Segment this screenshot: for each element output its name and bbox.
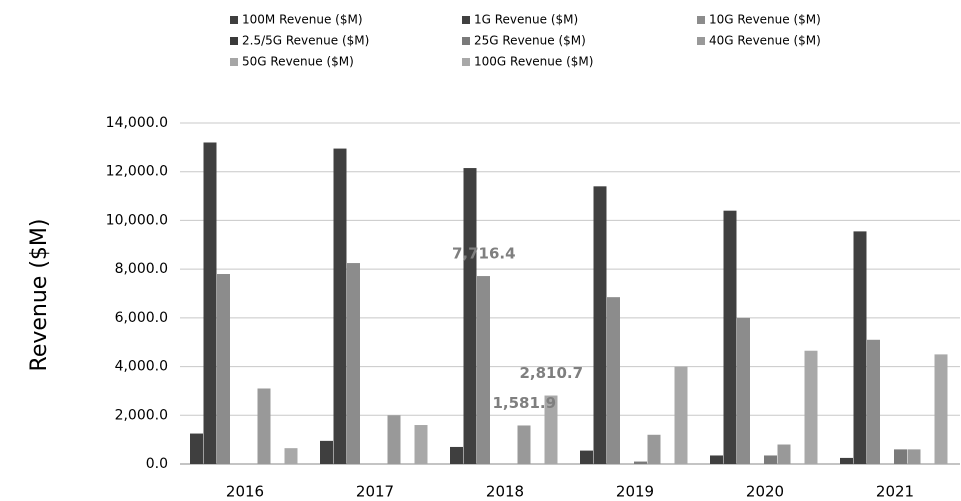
bar: [737, 317, 750, 464]
legend-label: 100G Revenue ($M): [474, 55, 593, 69]
bar: [190, 433, 203, 464]
bar: [647, 434, 661, 464]
legend-swatch: [462, 16, 470, 24]
bar: [284, 448, 298, 464]
y-tick-label: 2,000.0: [115, 407, 168, 423]
bar: [257, 388, 271, 464]
y-tick-label: 12,000.0: [106, 164, 168, 180]
x-tick-label: 2017: [356, 483, 394, 501]
bar: [723, 210, 737, 464]
bar: [764, 455, 777, 464]
bar: [463, 168, 477, 464]
y-tick-label: 0.0: [146, 456, 168, 472]
legend-swatch: [462, 58, 470, 66]
bar: [414, 425, 428, 464]
legend-swatch: [697, 16, 705, 24]
x-tick-label: 2020: [746, 483, 784, 501]
bar: [840, 457, 853, 464]
bar: [894, 449, 907, 464]
legend-label: 40G Revenue ($M): [709, 34, 821, 48]
y-tick-label: 4,000.0: [115, 359, 168, 375]
y-tick-label: 14,000.0: [106, 115, 168, 131]
legend-label: 10G Revenue ($M): [709, 13, 821, 27]
bar: [853, 231, 867, 464]
data-label: 7,716.4: [452, 245, 516, 263]
bar: [203, 142, 217, 464]
bar: [907, 449, 921, 464]
bar: [517, 425, 531, 464]
bar: [804, 350, 818, 464]
x-tick-label: 2018: [486, 483, 524, 501]
bar: [710, 455, 723, 464]
data-label: 2,810.7: [519, 364, 583, 382]
y-tick-label: 6,000.0: [115, 310, 168, 326]
bar: [934, 354, 948, 464]
y-tick-label: 8,000.0: [115, 261, 168, 277]
data-label: 1,581.9: [492, 394, 556, 412]
legend-swatch: [230, 37, 238, 45]
x-tick-label: 2019: [616, 483, 654, 501]
bar: [387, 415, 401, 464]
legend-label: 25G Revenue ($M): [474, 34, 586, 48]
bar: [477, 276, 490, 464]
bar: [333, 148, 347, 464]
legend-swatch: [230, 16, 238, 24]
bar: [634, 461, 647, 464]
bar: [674, 366, 688, 464]
bar: [544, 395, 558, 464]
bar: [217, 274, 230, 464]
legend-label: 100M Revenue ($M): [242, 13, 363, 27]
legend-swatch: [462, 37, 470, 45]
bar: [593, 186, 607, 465]
y-tick-label: 10,000.0: [106, 212, 168, 228]
legend-swatch: [697, 37, 705, 45]
x-tick-label: 2021: [876, 483, 914, 501]
bar: [320, 440, 333, 464]
legend-label: 50G Revenue ($M): [242, 55, 354, 69]
y-axis-label: Revenue ($M): [27, 219, 52, 372]
bar: [867, 339, 880, 464]
legend-label: 1G Revenue ($M): [474, 13, 578, 27]
bar: [347, 263, 360, 464]
bar: [580, 450, 593, 464]
x-tick-label: 2016: [226, 483, 264, 501]
bar: [777, 444, 791, 464]
bar: [607, 297, 620, 464]
legend-swatch: [230, 58, 238, 66]
bar: [450, 446, 463, 464]
legend-label: 2.5/5G Revenue ($M): [242, 34, 369, 48]
